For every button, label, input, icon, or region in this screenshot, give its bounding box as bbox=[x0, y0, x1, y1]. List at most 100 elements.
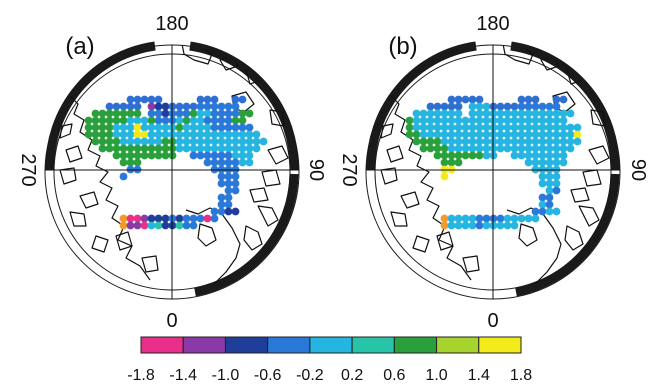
colorbar-swatch bbox=[267, 336, 311, 354]
data-cell bbox=[175, 116, 184, 125]
data-cell bbox=[447, 102, 456, 111]
data-cell bbox=[133, 95, 142, 104]
data-cell bbox=[189, 137, 198, 146]
data-cell bbox=[447, 116, 456, 125]
data-cell bbox=[524, 137, 533, 146]
data-cell bbox=[161, 144, 170, 153]
data-cell bbox=[454, 144, 463, 153]
data-cell bbox=[510, 123, 519, 132]
data-cell bbox=[112, 137, 121, 146]
data-cell bbox=[105, 116, 114, 125]
data-cell bbox=[189, 130, 198, 139]
data-cell bbox=[224, 172, 233, 181]
data-cell bbox=[545, 179, 554, 188]
data-cell bbox=[510, 137, 519, 146]
data-cell bbox=[210, 130, 219, 139]
data-cell bbox=[119, 123, 128, 132]
data-cell bbox=[175, 221, 184, 230]
data-cell bbox=[91, 109, 100, 118]
data-cell bbox=[447, 109, 456, 118]
data-cell bbox=[433, 130, 442, 139]
data-cell bbox=[126, 123, 135, 132]
data-cell bbox=[447, 130, 456, 139]
data-cell bbox=[126, 214, 135, 223]
data-cell bbox=[224, 102, 233, 111]
data-cell bbox=[447, 144, 456, 153]
data-cell bbox=[461, 137, 470, 146]
data-cell bbox=[238, 137, 247, 146]
data-cell bbox=[524, 116, 533, 125]
data-cell bbox=[210, 207, 219, 216]
data-cell bbox=[510, 102, 519, 111]
data-cell bbox=[133, 102, 142, 111]
data-cell bbox=[217, 116, 226, 125]
data-cell bbox=[566, 137, 575, 146]
colorbar-swatch bbox=[140, 336, 184, 354]
data-cell bbox=[203, 137, 212, 146]
data-cell bbox=[231, 172, 240, 181]
data-cell bbox=[531, 144, 540, 153]
data-cell bbox=[245, 109, 254, 118]
data-cell bbox=[468, 109, 477, 118]
data-cell bbox=[126, 109, 135, 118]
data-cell bbox=[252, 137, 261, 146]
data-cell bbox=[538, 102, 547, 111]
data-cell bbox=[524, 102, 533, 111]
data-cell bbox=[433, 151, 442, 160]
data-cell bbox=[84, 123, 93, 132]
colorbar-swatch bbox=[478, 336, 522, 354]
data-cell bbox=[182, 221, 191, 230]
data-cell bbox=[503, 123, 512, 132]
data-cell bbox=[468, 144, 477, 153]
data-cell bbox=[112, 109, 121, 118]
data-cell bbox=[440, 151, 449, 160]
data-cell bbox=[440, 130, 449, 139]
data-cell bbox=[210, 102, 219, 111]
data-cell bbox=[126, 158, 135, 167]
data-cell bbox=[461, 123, 470, 132]
data-cell bbox=[531, 137, 540, 146]
data-cell bbox=[259, 137, 268, 146]
data-cell bbox=[210, 144, 219, 153]
data-cell bbox=[503, 102, 512, 111]
data-cell bbox=[440, 158, 449, 167]
data-cell bbox=[496, 137, 505, 146]
lon-label-90-a: 90 bbox=[305, 159, 327, 181]
data-cell bbox=[133, 123, 142, 132]
data-cell bbox=[231, 144, 240, 153]
data-cell bbox=[496, 116, 505, 125]
data-cell bbox=[140, 151, 149, 160]
data-cell bbox=[510, 109, 519, 118]
data-cell bbox=[545, 130, 554, 139]
data-cell bbox=[440, 109, 449, 118]
data-cell bbox=[224, 109, 233, 118]
data-cell bbox=[503, 144, 512, 153]
data-cell bbox=[412, 109, 421, 118]
data-cell bbox=[405, 123, 414, 132]
data-cell bbox=[566, 109, 575, 118]
data-cell bbox=[154, 130, 163, 139]
data-cell bbox=[538, 172, 547, 181]
data-cell bbox=[545, 158, 554, 167]
data-cell bbox=[566, 144, 575, 153]
data-cell bbox=[140, 95, 149, 104]
data-cell bbox=[531, 116, 540, 125]
data-cell bbox=[545, 193, 554, 202]
data-cell bbox=[91, 130, 100, 139]
data-cell bbox=[147, 137, 156, 146]
data-cell bbox=[454, 221, 463, 230]
data-cell bbox=[224, 158, 233, 167]
data-cell bbox=[426, 144, 435, 153]
data-cell bbox=[98, 123, 107, 132]
data-cell bbox=[461, 221, 470, 230]
meridians-a bbox=[45, 45, 299, 299]
data-cell bbox=[468, 137, 477, 146]
data-cell bbox=[461, 151, 470, 160]
data-cell bbox=[217, 144, 226, 153]
data-cell bbox=[475, 109, 484, 118]
data-cell bbox=[482, 102, 491, 111]
data-cell bbox=[412, 130, 421, 139]
colorbar-tick-label: 1.4 bbox=[468, 367, 490, 384]
data-cell bbox=[419, 144, 428, 153]
data-cell bbox=[189, 116, 198, 125]
